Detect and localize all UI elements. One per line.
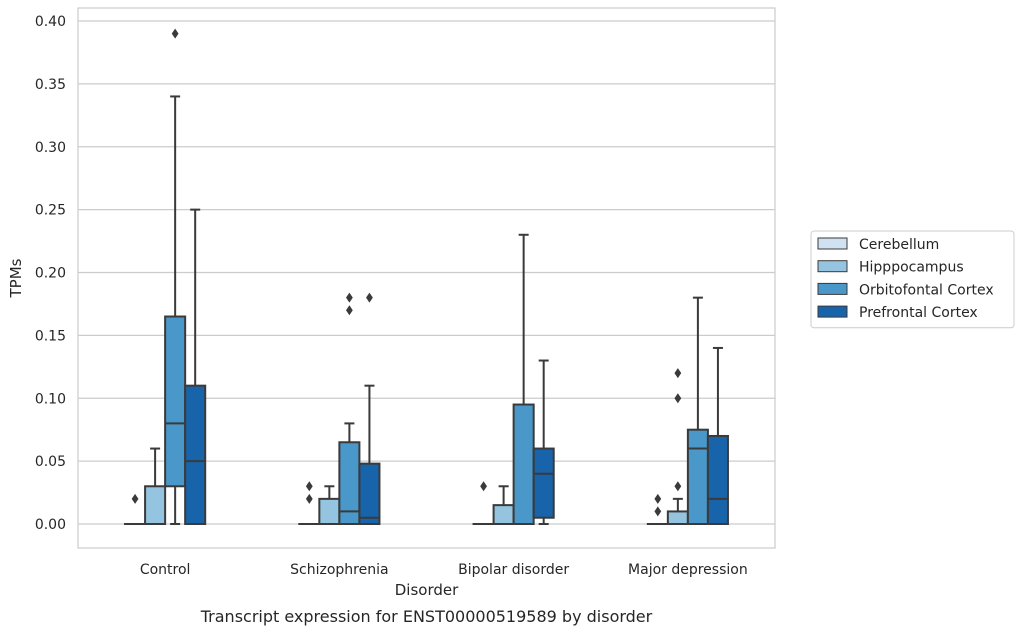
box-body [164,315,187,488]
outlier-point [674,393,682,404]
y-tick-labels: 0.00 0.05 0.10 0.15 0.20 0.25 0.30 0.35 0.40 [35,14,66,533]
x-tick-label: Bipolar disorder [458,562,569,578]
outlier-point [305,493,313,504]
box-2-0 [472,481,495,526]
box-0-3 [184,208,207,525]
box-0-2 [164,28,187,525]
x-tick-label: Control [140,562,191,578]
box-3-2 [686,296,709,525]
legend-label: Orbitofontal Cortex [859,282,994,298]
box-3-3 [706,346,729,526]
box-body [358,462,381,526]
legend-item: Prefrontal Cortex [817,305,978,321]
x-tick-labels: Control Schizophrenia Bipolar disorder Majo… [140,562,748,578]
legend-item: Hipppocampus [817,260,964,276]
outlier-point [654,493,662,504]
outlier-point [480,481,487,492]
outlier-point [305,481,313,492]
y-tick-label: 0.15 [35,328,66,344]
legend-item: Cerebellum [817,237,939,253]
box-2-2 [512,233,535,526]
legend: Cerebellum Hipppocampus Orbitofontal Corte… [810,230,1015,329]
legend-swatch [817,305,848,318]
outlier-point [674,368,682,379]
box-body [318,497,341,526]
legend-frame [810,230,1015,329]
box-body [706,434,729,526]
box-body [492,504,515,526]
boxes [124,28,729,526]
outlier-point [171,28,179,39]
box-1-3 [358,292,381,526]
y-tick-label: 0.05 [35,454,66,470]
legend-label: Prefrontal Cortex [859,305,978,321]
y-tick-label: 0.25 [35,203,66,219]
box-body [144,485,167,525]
y-tick-label: 0.35 [35,77,66,93]
x-tick-label: Schizophrenia [290,562,388,578]
legend-label: Hipppocampus [859,260,964,276]
box-2-3 [532,359,555,525]
outlier-point [654,506,662,517]
y-tick-label: 0.40 [35,14,66,30]
x-tick-label: Major depression [628,562,748,578]
outlier-point [345,292,353,303]
y-tick-label: 0.20 [35,266,66,282]
box-0-1 [144,447,167,525]
y-axis-title: TPMs [7,258,25,298]
y-tick-label: 0.00 [35,517,66,533]
legend-swatch [817,260,848,273]
box-1-2 [338,292,361,526]
box-body [666,510,689,525]
legend-swatch [817,282,848,295]
box-3-0 [646,493,669,526]
outlier-point [366,292,373,303]
box-2-1 [492,485,515,526]
chart-caption: Transcript expression for ENST0000051958… [200,607,653,626]
box-body [532,447,555,519]
box-3-1 [666,368,689,525]
legend-item: Orbitofontal Cortex [817,282,994,298]
box-body [686,428,709,525]
plot-frame [77,7,776,549]
box-body [184,384,207,525]
box-1-0 [298,481,321,526]
legend-swatch [817,237,848,250]
legend-label: Cerebellum [859,237,939,253]
outlier-point [131,493,139,504]
y-tick-label: 0.10 [35,391,66,407]
outlier-point [345,305,353,316]
y-tick-label: 0.30 [35,140,66,156]
box-body [512,403,535,526]
outlier-point [674,481,682,492]
x-axis-title: Disorder [395,581,459,599]
